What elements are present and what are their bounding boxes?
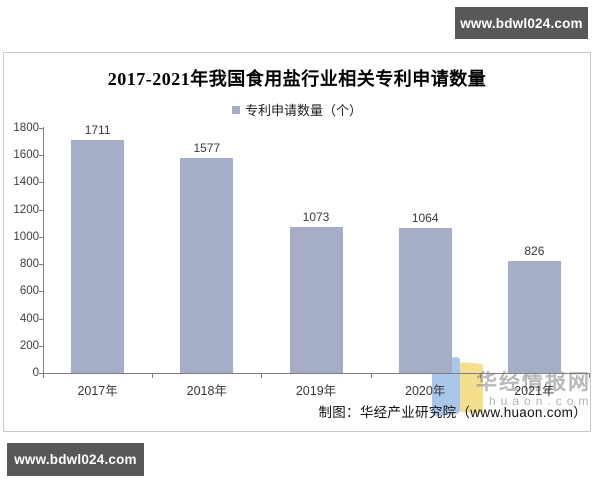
y-tick-label: 1800 [13,122,39,134]
bar-2021年 [507,260,561,373]
bar-2017年 [71,140,125,373]
bar-2020年 [398,228,452,373]
y-tick-mark [39,236,43,238]
site-banner-bottom: www.bdwl024.com [7,443,144,476]
bar-value-label: 1073 [302,209,330,224]
legend-swatch-icon [231,105,240,114]
watermark-brand: 华经情报网 [476,371,591,394]
bar-2018年 [180,158,234,373]
x-category-label: 2021年 [514,384,555,398]
bar-value-label: 1711 [84,123,111,138]
y-tick-label: 1400 [13,176,39,189]
y-tick-label: 1200 [13,203,39,216]
y-axis-line [43,127,44,374]
y-tick-mark [39,373,43,374]
y-tick-label: 800 [19,258,39,271]
y-tick-label: 400 [19,312,39,325]
watermark: 华经情报网 huaon.com [429,356,591,420]
legend: 专利申请数量（个） [4,100,590,119]
chart-title: 2017-2021年我国食用盐行业相关专利申请数量 [107,69,487,89]
x-category-label: 2019年 [295,384,337,398]
plot-area: 0 200 400 600 800 1000 1200 1400 1600 1800 1711 201… [4,53,590,431]
y-tick-mark [39,209,43,211]
x-category-label: 2018年 [186,384,227,398]
x-tick-mark [479,374,481,378]
y-tick-mark [39,155,43,157]
y-tick-label: 0 [32,367,39,379]
y-tick-label: 1000 [13,230,39,243]
chart-panel: 2017-2021年我国食用盐行业相关专利申请数量 专利申请数量（个） 华经情报… [3,52,591,432]
y-tick-mark [39,182,43,184]
x-category-label: 2020年 [405,384,446,398]
bar-2019年 [289,226,343,373]
bar-value-label: 826 [524,243,545,258]
y-tick-label: 600 [19,285,39,298]
x-tick-mark [261,374,263,378]
x-tick-mark [152,374,154,378]
y-tick-mark [39,128,43,129]
x-axis-line [43,373,590,374]
bar-value-label: 1064 [411,211,439,226]
x-tick-mark [589,374,590,378]
watermark-domain: huaon.com [489,394,594,408]
credit-line: 制图：华经产业研究院（www.huaon.com） [318,405,587,420]
y-tick-label: 200 [19,339,39,352]
x-tick-mark [370,374,372,378]
site-banner-top-label: www.bdwl024.com [460,15,583,31]
site-banner-top: www.bdwl024.com [455,7,588,39]
y-tick-mark [39,345,43,347]
site-banner-bottom-label: www.bdwl024.com [14,452,137,467]
legend-label: 专利申请数量（个） [244,103,362,118]
y-tick-label: 1600 [13,149,39,162]
y-tick-mark [39,291,43,293]
x-category-label: 2017年 [77,384,118,398]
y-tick-mark [39,318,43,320]
bar-value-label: 1577 [193,141,221,156]
y-tick-mark [39,264,43,266]
x-tick-mark [43,374,44,378]
